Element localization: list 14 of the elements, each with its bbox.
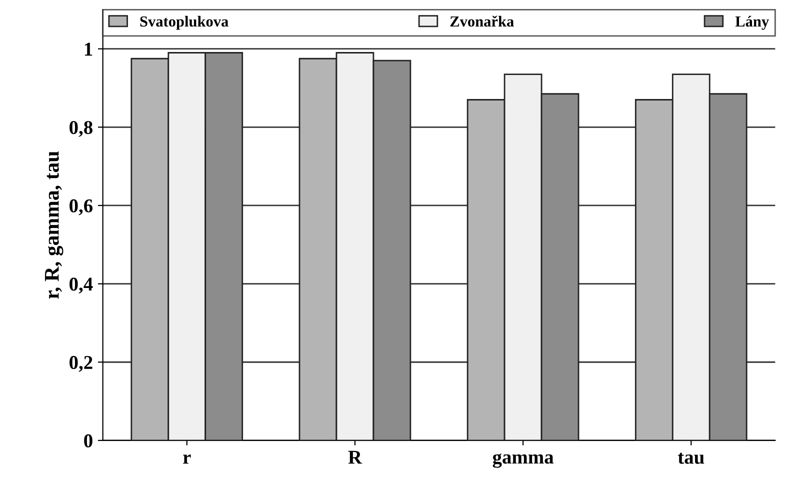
y-tick-label: 1 xyxy=(84,42,92,56)
y-tick-label: 0,2 xyxy=(70,356,92,372)
legend-label: Svatoplukova xyxy=(140,16,228,30)
x-tick-label: tau xyxy=(678,452,704,464)
y-tick-label: 0,6 xyxy=(70,199,93,216)
y-tick-label: 0,4 xyxy=(70,278,93,294)
x-tick-label: R xyxy=(348,450,362,464)
x-tick-label: gamma xyxy=(492,454,554,468)
legend-label: Zvonařka xyxy=(450,16,514,27)
y-axis-title: r, R, gamma, tau xyxy=(45,151,64,299)
y-tick-label: 0 xyxy=(84,434,92,448)
legend-label: Lány xyxy=(735,16,769,30)
y-tick-label: 0,8 xyxy=(70,120,92,137)
x-tick-label: r xyxy=(183,454,191,464)
